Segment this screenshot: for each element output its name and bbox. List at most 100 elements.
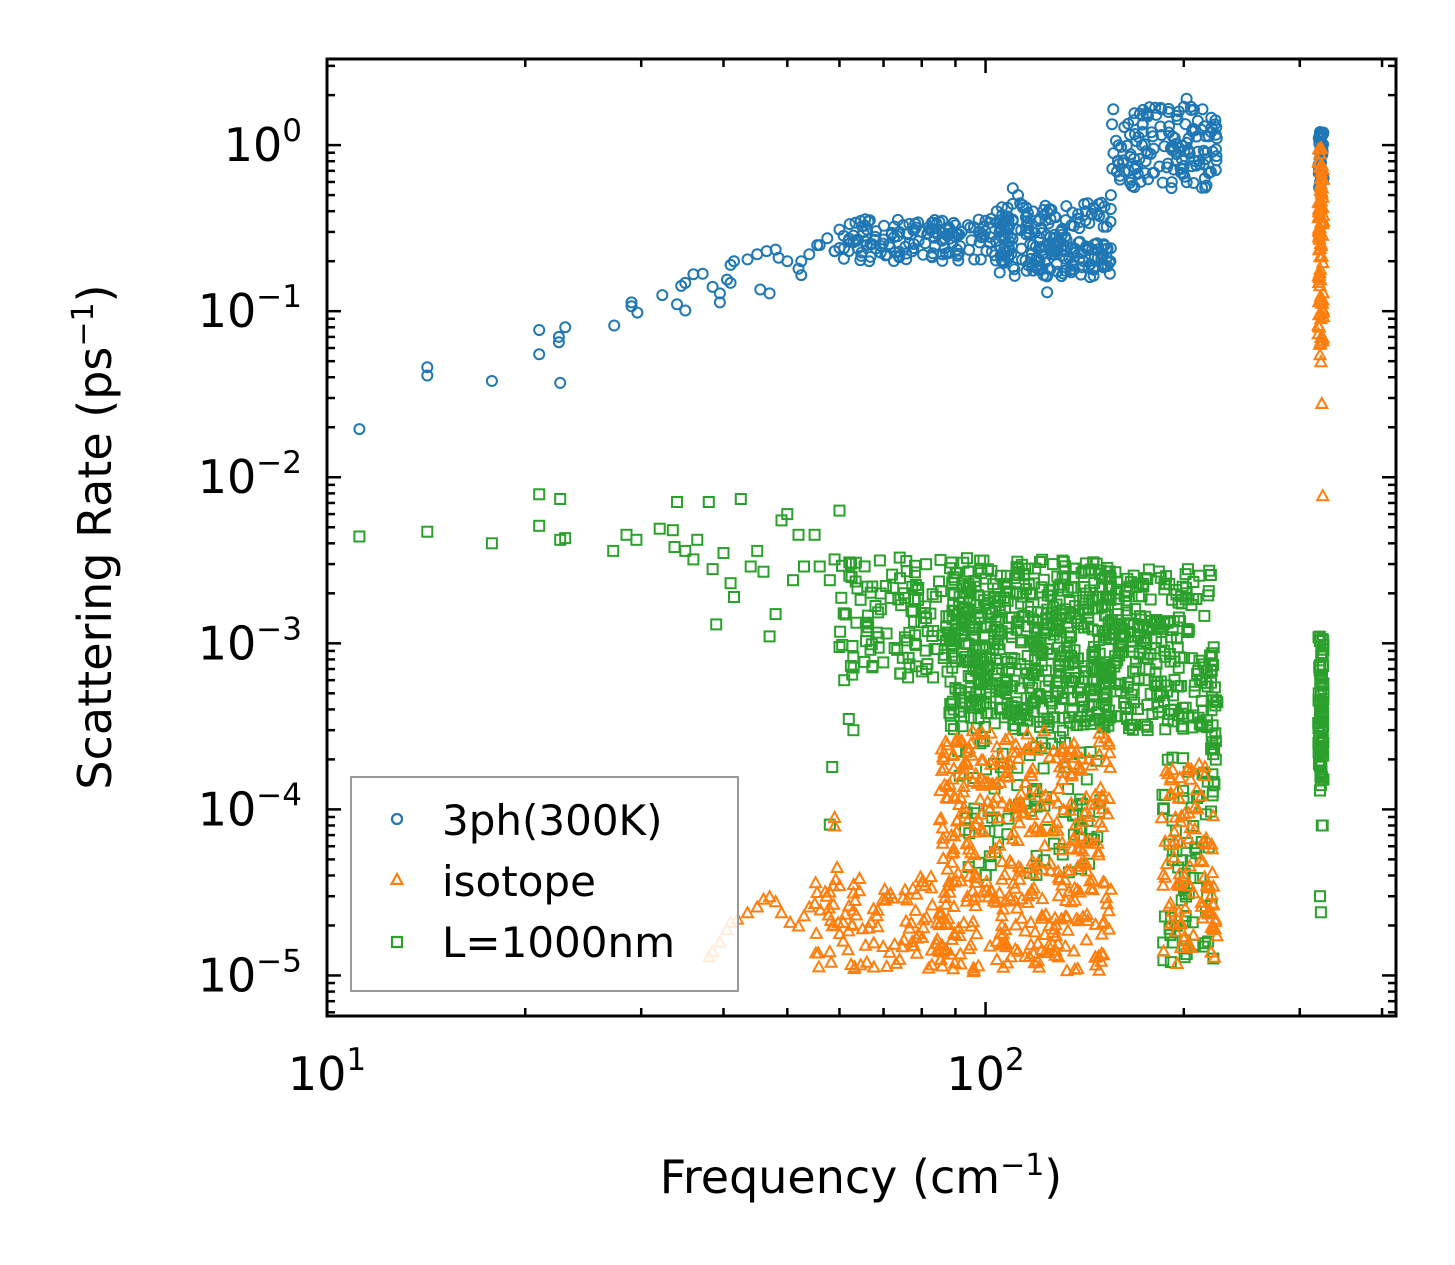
data-point-3ph-300k-: [803, 248, 816, 261]
data-point-isotope: [1049, 928, 1064, 942]
data-point-l-1000nm: [1068, 644, 1081, 657]
data-point-isotope: [1040, 810, 1055, 824]
data-point-isotope: [1092, 962, 1107, 976]
data-point-isotope: [964, 747, 979, 761]
data-point-isotope: [945, 771, 960, 785]
data-point-3ph-300k-: [625, 300, 638, 313]
data-point-3ph-300k-: [1115, 140, 1128, 153]
data-point-isotope: [936, 760, 952, 774]
data-point-l-1000nm: [1316, 658, 1329, 671]
data-point-l-1000nm: [828, 553, 841, 566]
data-point-isotope: [1031, 782, 1046, 796]
data-point-isotope: [1172, 770, 1187, 784]
data-point-l-1000nm: [996, 683, 1008, 696]
data-point-l-1000nm: [1205, 659, 1218, 672]
data-point-l-1000nm: [1041, 643, 1053, 655]
data-point-3ph-300k-: [936, 248, 949, 261]
data-point-isotope: [1038, 906, 1054, 920]
data-point-l-1000nm: [554, 493, 567, 505]
data-point-isotope: [1194, 894, 1209, 908]
data-point-3ph-300k-: [938, 242, 951, 255]
data-point-isotope: [1060, 862, 1075, 876]
data-point-isotope: [1171, 790, 1186, 804]
data-point-isotope: [1195, 854, 1211, 868]
data-point-l-1000nm: [964, 695, 977, 708]
data-point-isotope: [750, 899, 765, 913]
data-point-isotope: [1073, 855, 1089, 869]
data-point-3ph-300k-: [1107, 103, 1120, 116]
data-point-3ph-300k-: [1044, 231, 1057, 244]
data-point-isotope: [1043, 856, 1058, 870]
data-point-isotope: [1055, 743, 1070, 757]
data-point-3ph-300k-: [900, 253, 913, 266]
data-point-3ph-300k-: [1024, 238, 1037, 251]
data-point-isotope: [1166, 849, 1182, 863]
data-point-isotope: [1207, 949, 1222, 963]
legend-marker-3ph: [390, 812, 404, 826]
data-point-l-1000nm: [964, 587, 977, 599]
data-point-isotope: [1002, 756, 1017, 770]
data-point-isotope: [866, 935, 881, 949]
data-point-l-1000nm: [751, 544, 764, 557]
data-point-l-1000nm: [1127, 719, 1140, 731]
data-point-3ph-300k-: [1020, 210, 1033, 223]
data-point-isotope: [1035, 891, 1050, 905]
data-point-isotope: [993, 925, 1008, 939]
data-point-isotope: [828, 872, 843, 886]
data-point-l-1000nm: [921, 625, 934, 638]
data-point-3ph-300k-: [961, 219, 974, 232]
data-point-isotope: [802, 899, 817, 913]
data-point-l-1000nm: [1137, 651, 1150, 664]
data-point-3ph-300k-: [552, 330, 565, 343]
data-point-isotope: [1193, 852, 1208, 866]
data-point-l-1000nm: [1177, 722, 1190, 735]
data-point-isotope: [774, 905, 789, 919]
data-point-isotope: [1024, 882, 1039, 896]
data-point-3ph-300k-: [1068, 246, 1081, 259]
data-point-3ph-300k-: [994, 230, 1007, 243]
data-point-isotope: [1014, 910, 1029, 924]
data-point-isotope: [915, 929, 930, 943]
data-point-3ph-300k-: [421, 369, 434, 382]
data-point-isotope: [1013, 786, 1029, 800]
data-point-l-1000nm: [1185, 652, 1198, 665]
data-point-isotope: [1070, 882, 1085, 896]
data-point-l-1000nm: [903, 658, 916, 671]
data-point-isotope: [1102, 745, 1117, 759]
data-point-isotope: [1055, 764, 1070, 778]
data-point-isotope: [875, 891, 891, 905]
legend-label-3ph: 3ph(300K): [442, 796, 662, 845]
data-point-isotope: [969, 926, 984, 940]
data-point-l-1000nm: [787, 574, 799, 587]
data-point-l-1000nm: [907, 605, 919, 618]
data-point-isotope: [1068, 816, 1084, 830]
data-point-isotope: [1094, 819, 1110, 833]
data-point-isotope: [1023, 914, 1038, 928]
data-point-l-1000nm: [1099, 608, 1112, 621]
data-point-isotope: [1013, 793, 1028, 807]
x-axis-title-superscript: −1: [1000, 1148, 1044, 1183]
data-point-isotope: [946, 845, 961, 859]
data-point-l-1000nm: [1176, 854, 1189, 867]
data-point-3ph-300k-: [1120, 139, 1133, 152]
data-point-3ph-300k-: [1199, 146, 1212, 159]
data-point-l-1000nm: [1010, 586, 1023, 599]
data-point-isotope: [826, 878, 841, 892]
data-point-isotope: [1156, 943, 1171, 957]
data-point-3ph-300k-: [1168, 143, 1181, 156]
data-point-isotope: [846, 961, 862, 975]
data-point-isotope: [978, 731, 994, 745]
data-point-l-1000nm: [1175, 894, 1188, 907]
data-point-isotope: [1183, 771, 1198, 785]
data-point-l-1000nm: [1140, 620, 1153, 633]
data-point-l-1000nm: [653, 522, 666, 535]
data-point-3ph-300k-: [533, 348, 546, 361]
data-point-l-1000nm: [1028, 577, 1041, 590]
data-point-3ph-300k-: [1209, 164, 1222, 177]
data-point-isotope: [979, 882, 994, 896]
data-point-l-1000nm: [893, 551, 906, 564]
data-point-isotope: [1314, 248, 1330, 262]
data-point-isotope: [1081, 833, 1096, 847]
data-point-3ph-300k-: [1059, 230, 1072, 243]
data-point-isotope: [1008, 941, 1023, 955]
